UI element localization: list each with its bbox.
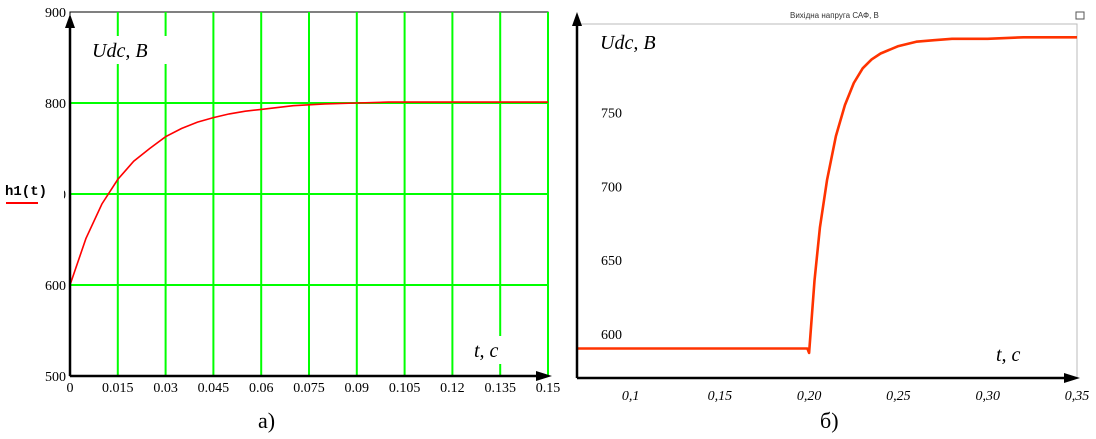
x-tick-label-b: 0,25 [886,389,911,404]
y-tick-label-b: 600 [601,328,622,343]
window-restore-icon[interactable] [1075,11,1085,20]
x-tick-label-a: 0.03 [153,381,178,396]
chart-panel-b: Вихідна напруга САФ, В 0,1 0,15 0,20 0,25 0,… [572,11,1089,433]
series-a [69,101,548,286]
y-axis-arrow-a [65,14,75,28]
y-tick-label-a: 600 [45,279,66,294]
xlabel-bg-a [468,336,520,364]
x-tick-label-a: 0.15 [536,381,561,396]
legend-label-a: h1(t) [5,184,47,200]
series-line-a [69,101,548,286]
y-tick-label-a: 900 [45,6,66,21]
x-tick-label-a: 0 [67,381,74,396]
plot-area-b [576,23,1078,379]
x-tick-label-a: 0.135 [484,381,516,396]
series-b [577,36,1077,355]
x-tick-label-a: 0.105 [389,381,421,396]
y-axis-arrow-b [572,12,582,26]
x-tick-label-b: 0,30 [975,389,1000,404]
x-tick-label-b: 0,15 [708,389,733,404]
caption-a: а) [258,408,275,433]
series-line-b [577,36,1077,355]
x-tick-label-b: 0,20 [797,389,822,404]
ylabel-bg-a [88,36,168,64]
y-tick-label-b: 750 [601,107,622,122]
y-axis-label-a: Udc, B [92,40,148,62]
x-tick-label-a: 0.06 [249,381,274,396]
x-tick-label-a: 0.09 [345,381,370,396]
y-axis-label-b: Udc, B [600,32,656,54]
caption-b: б) [820,408,839,433]
x-axis-arrow-a [536,371,552,381]
x-axis-arrow-b [1064,373,1080,383]
y-tick-label-b: 700 [601,180,622,195]
x-tick-label-b: 0,1 [622,389,640,404]
y-tick-label-a: 800 [45,97,66,112]
y-tick-label-a: 500 [45,370,66,385]
legend-bg-a [2,178,64,200]
x-axis-label-a: t, c [474,340,499,362]
y-tick-label-b: 650 [601,254,622,269]
x-tick-label-a: 0.075 [293,381,325,396]
x-tick-label-a: 0.015 [102,381,134,396]
x-tick-label-a: 0.12 [440,381,465,396]
chart-panel-a: 0 0.015 0.03 0.045 0.06 0.075 0.09 0.105 0.12 0.1… [2,6,560,433]
x-tick-label-b: 0,35 [1065,389,1090,404]
x-axis-label-b: t, c [996,344,1021,366]
x-tick-label-a: 0.045 [198,381,230,396]
xlabel-bg-b [990,340,1042,368]
chart-title-b: Вихідна напруга САФ, В [790,11,879,20]
ylabel-bg-b [598,28,678,56]
grid-a [70,12,549,376]
